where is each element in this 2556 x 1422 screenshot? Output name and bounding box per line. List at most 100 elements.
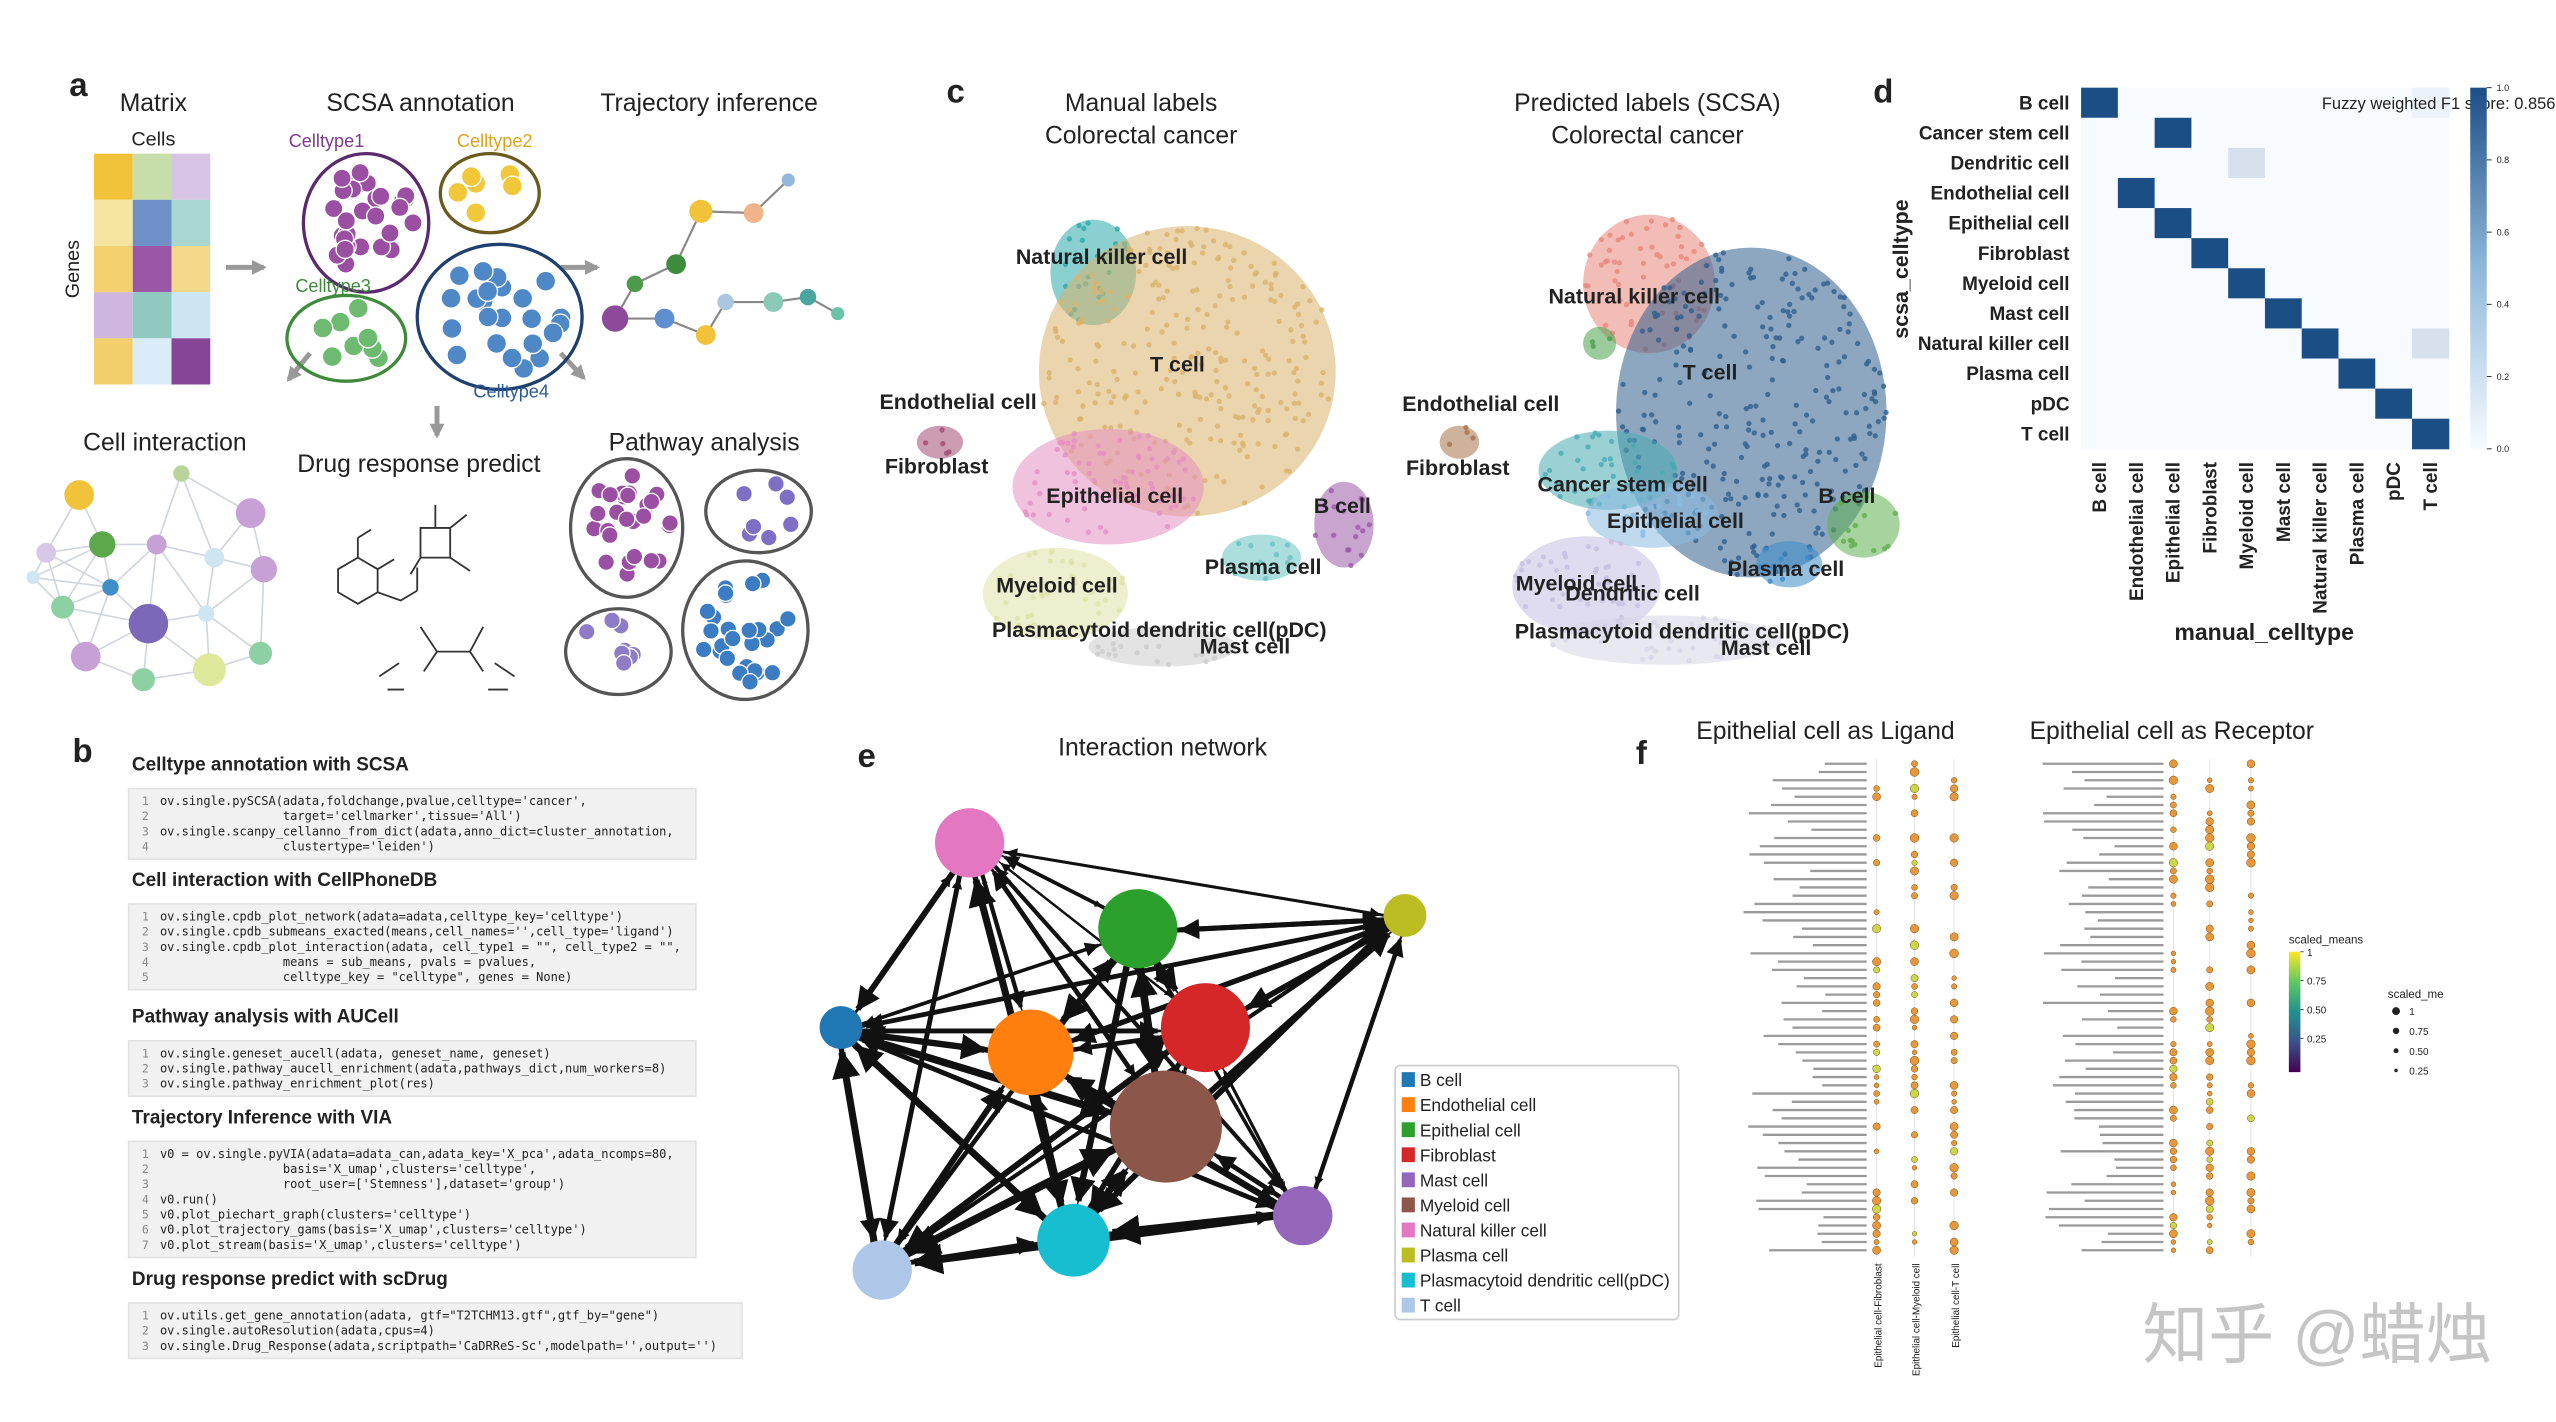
umap-cell: [1093, 279, 1099, 286]
dotplot-dot: [2247, 1197, 2255, 1205]
colorbar: [2470, 87, 2487, 449]
umap-cell: [1738, 647, 1744, 653]
umap-cell: [1632, 481, 1639, 487]
umap-cell: [1215, 256, 1221, 262]
dotplot-dot: [2205, 833, 2215, 843]
umap-cell: [1679, 476, 1685, 482]
umap-cell: [1251, 365, 1258, 372]
umap-cell: [1259, 393, 1266, 400]
umap-cell: [1313, 319, 1319, 325]
umap-cell: [1831, 288, 1837, 295]
umap-cell: [1592, 430, 1598, 436]
umap-cell: [1616, 601, 1622, 607]
umap-cell: [1689, 621, 1695, 627]
heatmap-cell: [2191, 268, 2229, 299]
dotplot-dot: [1949, 1237, 1959, 1247]
dotplot-dot: [1873, 1148, 1880, 1154]
umap-cell: [1607, 456, 1613, 462]
umap-cell: [1182, 467, 1189, 473]
dotplot-dot: [1873, 991, 1881, 999]
umap-cell: [1022, 509, 1029, 515]
dotplot-dot: [2206, 966, 2214, 974]
heatmap-cell: [2375, 268, 2413, 299]
umap-cell: [1146, 446, 1153, 452]
heatmap-cell: [2264, 238, 2303, 269]
umap-cell: [1303, 354, 1309, 360]
interaction-edge: [180, 473, 216, 558]
cluster-cell: [465, 202, 487, 224]
umap-cell: [1642, 389, 1648, 396]
row-label: Dendritic cell: [1951, 153, 2070, 174]
umap-cell: [1845, 329, 1851, 335]
line-number: 3: [142, 940, 149, 954]
umap-cell: [1649, 244, 1655, 250]
heatmap-cell: [2375, 238, 2413, 269]
umap-cell: [1661, 285, 1667, 291]
heatmap-cell: [2264, 87, 2303, 119]
dotplot-dot: [1872, 1188, 1881, 1197]
interaction-edge: [45, 551, 111, 589]
umap-cell: [1766, 481, 1772, 487]
heatmap-cell: [2338, 328, 2376, 360]
interaction-edge: [109, 543, 158, 588]
umap-cell: [1645, 521, 1651, 528]
umap-cell: [1751, 549, 1757, 555]
umap-cell: [1667, 487, 1673, 493]
trajectory-node: [743, 203, 764, 223]
row-label: B cell: [2019, 93, 2070, 114]
dotplot-dot: [1950, 858, 1959, 867]
umap-cell: [1573, 629, 1579, 635]
cells-label: Cells: [131, 128, 175, 150]
cluster-cell: [522, 333, 544, 355]
umap-cell: [1214, 379, 1220, 385]
dotplot-dot: [2170, 892, 2177, 899]
section-heading: Trajectory Inference with VIA: [132, 1107, 392, 1128]
umap-cell: [1616, 281, 1622, 288]
umap-cell: [1518, 567, 1525, 573]
umap-cell: [1674, 315, 1681, 321]
dotplot-dot: [1910, 1065, 1919, 1073]
heatmap-cell: [2338, 208, 2376, 239]
row-label: Plasma cell: [1966, 364, 2069, 385]
umap-cell: [1290, 338, 1296, 344]
umap-cell: [1148, 480, 1154, 487]
dotplot-dot: [2170, 801, 2177, 809]
dotplot-dot: [2169, 1007, 2178, 1016]
umap-cell: [1677, 224, 1683, 231]
umap-cell: [1132, 370, 1139, 376]
umap-cell: [1196, 394, 1203, 400]
umap-cell: [1721, 470, 1727, 477]
umap-cell: [1692, 630, 1698, 636]
size-legend-dot: [2392, 1007, 2401, 1016]
umap-cell: [1122, 395, 1128, 401]
umap-cell: [1095, 651, 1101, 657]
dotplot-dot: [1910, 974, 1919, 983]
umap-cell: [1852, 522, 1858, 529]
matrix-cell: [132, 153, 172, 200]
umap-cell: [1702, 368, 1708, 375]
umap-cell: [1691, 472, 1697, 479]
umap-cell: [1609, 438, 1615, 445]
umap-cell: [1331, 504, 1337, 510]
dotplot-dot: [1872, 1196, 1882, 1206]
umap-cell: [1569, 577, 1576, 583]
umap-cell: [1574, 434, 1580, 440]
umap-cell: [1652, 392, 1658, 398]
umap-cell: [1095, 644, 1101, 650]
interaction-node: [70, 641, 101, 672]
umap-cell: [1686, 657, 1692, 664]
umap-cell: [1617, 298, 1623, 304]
umap-cell: [1615, 237, 1621, 243]
dotplot-dot: [1911, 892, 1918, 900]
dotplot-title: Epithelial cell as Receptor: [2030, 718, 2314, 745]
line-number: 1: [142, 1046, 149, 1060]
dotplot-dot: [2246, 965, 2256, 975]
umap-cell: [1355, 524, 1361, 530]
umap-cell: [1268, 281, 1274, 287]
umap-cell: [1601, 456, 1608, 463]
umap-cell: [1318, 392, 1324, 398]
interaction-node: [131, 668, 156, 692]
dotplot-dot: [2206, 867, 2213, 875]
heatmap-cell: [2412, 268, 2450, 299]
umap-label: Myeloid cell: [1516, 572, 1637, 596]
